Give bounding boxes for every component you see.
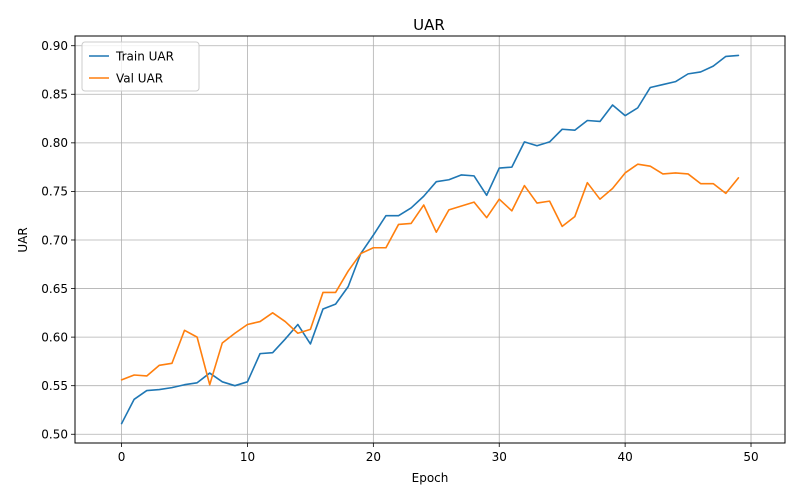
y-tick-label: 0.70 (41, 233, 68, 247)
y-tick-label: 0.60 (41, 330, 68, 344)
y-tick-label: 0.75 (41, 185, 68, 199)
series-layer (120, 54, 740, 425)
y-axis-label: UAR (16, 227, 30, 252)
grid-layer (75, 36, 785, 443)
ticks-layer: 0 10 20 30 40 50 0.50 0.55 0.60 0.65 0.70 0.75 0.80 0… (41, 39, 758, 464)
x-tick-label: 0 (118, 450, 126, 464)
y-tick-label: 0.65 (41, 282, 68, 296)
legend: Train UAR Val UAR (81, 41, 200, 92)
x-tick-label: 20 (366, 450, 381, 464)
x-tick-label: 50 (743, 450, 758, 464)
x-tick-label: 30 (492, 450, 507, 464)
x-tick-label: 10 (240, 450, 255, 464)
y-tick-label: 0.90 (41, 39, 68, 53)
series-line-val-uar (120, 163, 740, 386)
plot-frame (74, 35, 786, 444)
y-tick-label: 0.50 (41, 428, 68, 442)
y-tick-label: 0.55 (41, 379, 68, 393)
legend-label-train: Train UAR (115, 50, 174, 64)
series-line-train-uar (120, 54, 740, 425)
legend-box (81, 41, 200, 92)
y-tick-label: 0.80 (41, 136, 68, 150)
x-tick-label: 40 (617, 450, 632, 464)
chart-title: UAR (413, 16, 445, 34)
legend-label-val: Val UAR (116, 72, 163, 86)
y-tick-label: 0.85 (41, 88, 68, 102)
x-axis-label: Epoch (412, 471, 449, 485)
